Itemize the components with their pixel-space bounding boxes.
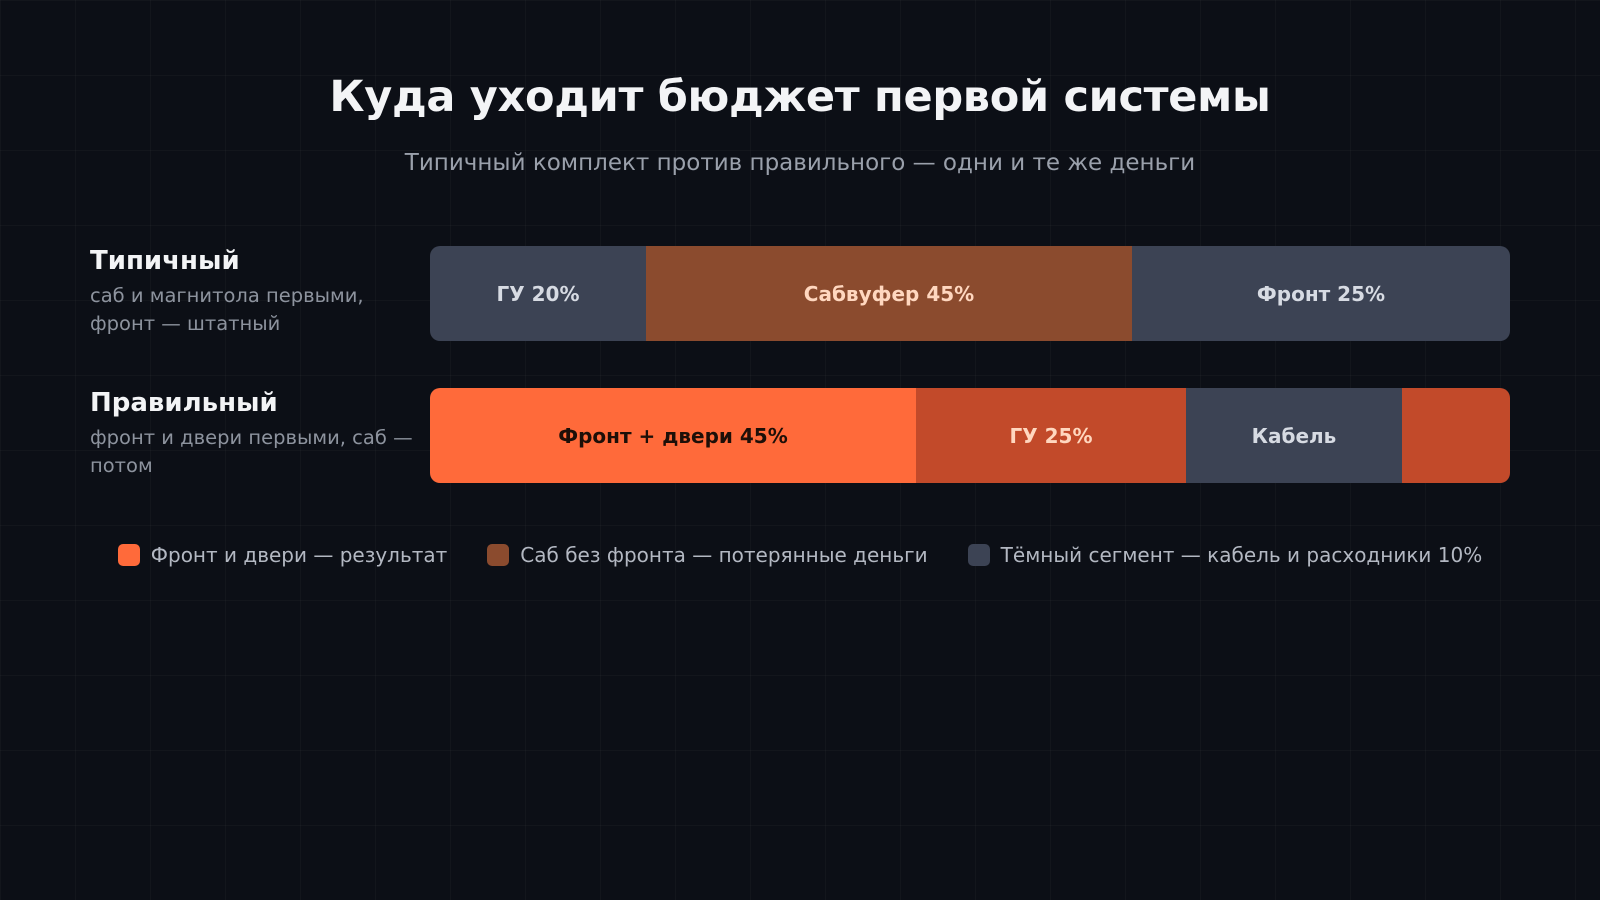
row-name-typical: Типичный [90, 246, 240, 276]
legend: Фронт и двери — результат Саб без фронта … [0, 543, 1600, 567]
page-subtitle: Типичный комплект против правильного — о… [404, 150, 1196, 176]
legend-swatch [117, 544, 140, 566]
row-label-correct: Правильный фронт и двери первыми, саб — … [90, 386, 420, 480]
legend-label: Тёмный сегмент — кабель и расходники 10% [1000, 543, 1483, 567]
stacked-bar-typical: ГУ 20% Сабвуфер 45% Фронт 25% [430, 246, 1510, 341]
bar-segment [1402, 388, 1510, 483]
bar-segment: Кабель [1186, 388, 1402, 483]
row-label-typical: Типичный саб и магнитола первыми, фронт … [90, 244, 420, 338]
legend-swatch [967, 544, 990, 566]
row-description-correct: фронт и двери первыми, саб — потом [90, 426, 413, 477]
bar-segment: ГУ 20% [430, 246, 646, 341]
legend-label: Саб без фронта — потерянные деньги [520, 543, 928, 567]
row-name-correct: Правильный [90, 388, 278, 418]
legend-label: Фронт и двери — результат [150, 543, 448, 567]
legend-item: Фронт и двери — результат [117, 543, 448, 567]
legend-item: Саб без фронта — потерянные деньги [487, 543, 928, 567]
stacked-bar-correct: Фронт + двери 45% ГУ 25% Кабель [430, 388, 1510, 483]
bar-segment: Сабвуфер 45% [646, 246, 1132, 341]
page-title: Куда уходит бюджет первой системы [329, 72, 1271, 122]
row-description-typical: саб и магнитола первыми, фронт — штатный [90, 284, 364, 335]
bar-segment: Фронт + двери 45% [430, 388, 916, 483]
bar-segment: Фронт 25% [1132, 246, 1510, 341]
bar-segment: ГУ 25% [916, 388, 1186, 483]
legend-swatch [487, 544, 510, 566]
legend-item: Тёмный сегмент — кабель и расходники 10% [967, 543, 1483, 567]
